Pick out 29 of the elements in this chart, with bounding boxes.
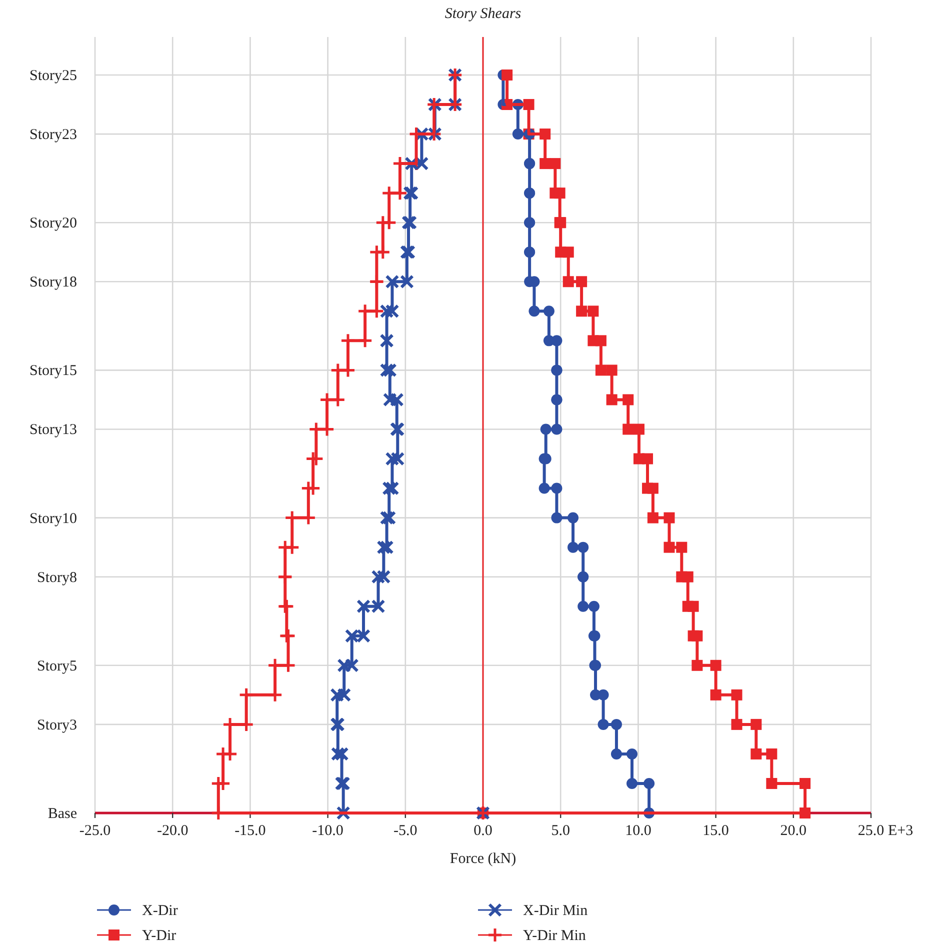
legend-label: X-Dir bbox=[142, 903, 178, 919]
x-tick-label: -15.0 bbox=[234, 823, 266, 839]
x-tick-label: 5.0 bbox=[551, 823, 570, 839]
legend-label: X-Dir Min bbox=[523, 903, 588, 919]
y-tick-label: Base bbox=[48, 806, 78, 822]
x-tick-label: 25.0 bbox=[858, 823, 884, 839]
y-tick-label: Story23 bbox=[29, 127, 77, 144]
y-tick-label: Story25 bbox=[29, 68, 77, 84]
chart-title: Story Shears bbox=[444, 6, 522, 22]
x-tick-label: -5.0 bbox=[394, 823, 418, 839]
x-axis-title: Force (kN) bbox=[450, 851, 516, 867]
x-tick-label: -25.0 bbox=[79, 823, 111, 839]
legend-label: Y-Dir Min bbox=[523, 928, 586, 944]
x-tick-label: -10.0 bbox=[312, 823, 344, 839]
y-tick-label: Story15 bbox=[29, 363, 77, 380]
x-tick-label: 20.0 bbox=[780, 823, 807, 839]
x-tick-label: -20.0 bbox=[156, 823, 188, 839]
y-tick-label: Story10 bbox=[29, 510, 77, 527]
x-tick-label: 15.0 bbox=[702, 823, 729, 839]
y-tick-label: Story13 bbox=[29, 422, 77, 438]
x-tick-label: 0.0 bbox=[474, 823, 492, 839]
y-tick-label: Story5 bbox=[36, 658, 77, 674]
y-tick-label: Story3 bbox=[36, 717, 77, 734]
text: E+3 bbox=[888, 823, 914, 839]
y-tick-label: Story20 bbox=[29, 216, 77, 232]
y-tick-label: Story18 bbox=[29, 274, 77, 291]
x-tick-label: 10.0 bbox=[625, 823, 652, 839]
legend-label: Y-Dir bbox=[142, 928, 176, 944]
y-tick-label: Story8 bbox=[36, 570, 77, 586]
